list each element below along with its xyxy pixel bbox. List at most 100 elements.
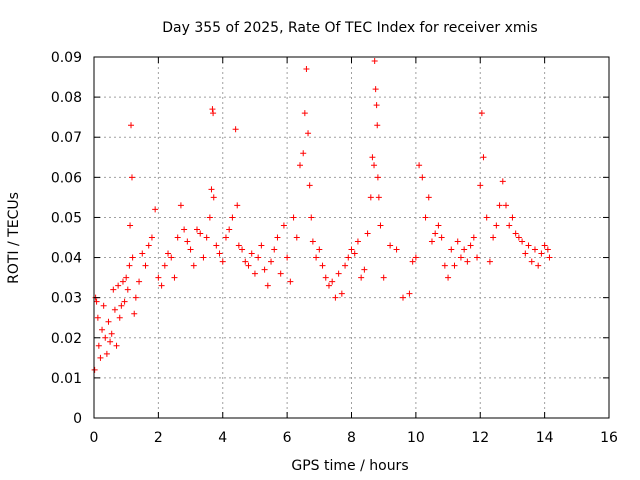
data-point [261, 266, 268, 273]
data-point [371, 162, 378, 169]
x-tick-label: 6 [283, 430, 292, 446]
data-point [293, 234, 300, 241]
data-point [277, 270, 284, 277]
data-point [297, 162, 303, 169]
data-point [480, 154, 487, 161]
data-point [499, 178, 506, 185]
data-point [519, 238, 526, 245]
data-point [142, 262, 149, 269]
data-point [268, 258, 275, 265]
data-point [367, 194, 374, 201]
data-point [419, 174, 426, 181]
data-point [209, 106, 216, 113]
data-point [210, 110, 217, 117]
data-point [264, 282, 271, 289]
data-point [190, 262, 197, 269]
data-point [375, 194, 382, 201]
data-point [490, 234, 497, 241]
grid-layer [94, 57, 609, 418]
data-point [351, 250, 358, 257]
data-point [361, 266, 368, 273]
data-point [102, 334, 109, 341]
data-point [309, 238, 316, 245]
data-point [364, 230, 371, 237]
data-point [93, 298, 100, 305]
data-point [342, 262, 349, 269]
data-point [139, 250, 146, 257]
y-tick-label: 0.08 [51, 90, 82, 106]
data-point [546, 254, 553, 261]
data-point [284, 254, 291, 261]
data-point [113, 342, 120, 349]
data-point [219, 258, 226, 265]
data-point [161, 262, 168, 269]
data-point [235, 242, 242, 249]
x-tick-label: 2 [154, 430, 163, 446]
y-tick-label: 0.01 [51, 371, 82, 387]
data-point [477, 182, 484, 189]
data-point [369, 154, 376, 161]
data-point [171, 274, 178, 281]
data-point [187, 246, 194, 253]
x-tick-label: 8 [347, 430, 356, 446]
y-tick-label: 0.09 [51, 50, 82, 66]
data-point [103, 350, 110, 357]
data-point [509, 214, 516, 221]
data-point [158, 282, 165, 289]
data-point [335, 270, 342, 277]
data-point [132, 294, 139, 301]
data-point [467, 242, 474, 249]
data-point [213, 242, 220, 249]
data-point [203, 234, 210, 241]
data-point [229, 214, 236, 221]
data-point [332, 294, 339, 301]
data-point [506, 222, 513, 229]
data-point [127, 222, 134, 229]
data-point [373, 102, 380, 109]
data-point [97, 354, 104, 361]
data-point [409, 258, 416, 265]
data-point [496, 202, 503, 209]
data-point [531, 246, 538, 253]
data-point [121, 298, 128, 305]
data-point [128, 174, 135, 181]
y-tick-label: 0.06 [51, 170, 82, 186]
data-point [354, 238, 361, 245]
x-axis-label: GPS time / hours [291, 458, 408, 474]
data-point [512, 230, 519, 237]
data-point [544, 246, 551, 253]
data-point [412, 254, 419, 261]
y-tick-label: 0.07 [51, 130, 82, 146]
data-point [470, 234, 477, 241]
axes-layer: 0 2 4 6 8 10 12 14 16 0 0.01 0.02 0.03 0.04 0.05 0.06 0.… [51, 50, 618, 446]
data-point [400, 294, 406, 301]
data-point [438, 234, 445, 241]
data-point [464, 258, 471, 265]
data-point [387, 242, 394, 249]
data-point [155, 274, 162, 281]
data-point [448, 246, 455, 253]
data-point [242, 258, 249, 265]
x-tick-label: 16 [600, 430, 618, 446]
data-point [216, 250, 223, 257]
data-point [148, 234, 155, 241]
data-point [538, 250, 545, 257]
data-point [99, 326, 106, 333]
data-point [425, 194, 432, 201]
data-point [441, 262, 448, 269]
data-point [119, 278, 126, 285]
data-point [454, 238, 461, 245]
points-layer [91, 58, 553, 373]
data-point [95, 342, 102, 349]
data-point [145, 242, 152, 249]
data-point [308, 214, 315, 221]
data-point [287, 278, 294, 285]
data-point [255, 254, 262, 261]
y-tick-label: 0 [73, 411, 82, 427]
data-point [210, 194, 217, 201]
data-point [371, 58, 378, 65]
data-point [197, 230, 204, 237]
y-axis-label: ROTI / TECUs [6, 192, 22, 284]
data-point [541, 242, 548, 249]
